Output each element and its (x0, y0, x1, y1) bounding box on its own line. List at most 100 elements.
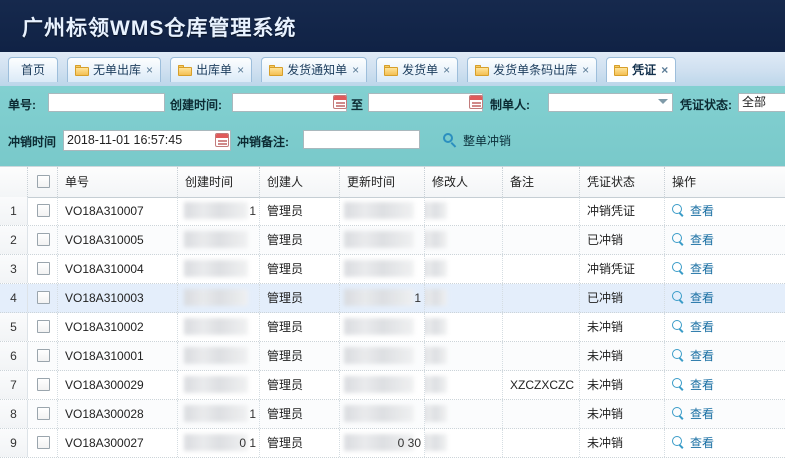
row-checkbox[interactable] (37, 349, 50, 362)
create-time-to-input[interactable] (368, 93, 483, 112)
view-action-link[interactable]: 查看 (672, 313, 714, 341)
cell-check[interactable] (28, 284, 58, 312)
cell-check[interactable] (28, 400, 58, 428)
table-row[interactable]: 4 VO18A310003 管理员 1 已冲销 查看 (0, 284, 785, 313)
close-icon[interactable]: × (582, 63, 590, 77)
view-action-link[interactable]: 查看 (672, 197, 714, 225)
redacted-value (425, 231, 447, 248)
cell-check[interactable] (28, 226, 58, 254)
column-header-create_time[interactable]: 创建时间 (178, 167, 260, 197)
cell-index: 5 (0, 313, 28, 341)
column-header-creator[interactable]: 创建人 (260, 167, 340, 197)
table-row[interactable]: 3 VO18A310004 管理员 冲销凭证 查看 (0, 255, 785, 284)
column-header-modifier[interactable]: 修改人 (425, 167, 503, 197)
writeoff-remark-input[interactable] (303, 130, 420, 149)
view-action-link[interactable]: 查看 (672, 342, 714, 370)
column-header-action[interactable]: 操作 (672, 175, 697, 189)
column-header-remark[interactable]: 备注 (503, 167, 580, 197)
cell-index: 2 (0, 226, 28, 254)
column-header-index[interactable] (0, 167, 28, 197)
row-checkbox[interactable] (37, 262, 50, 275)
cell-check[interactable] (28, 342, 58, 370)
cell-create_time (178, 255, 260, 283)
row-checkbox[interactable] (37, 436, 50, 449)
search-icon[interactable] (443, 133, 457, 148)
cell-check[interactable] (28, 371, 58, 399)
close-icon[interactable]: × (443, 63, 451, 77)
view-action-link[interactable]: 查看 (672, 400, 714, 428)
table-row[interactable]: 5 VO18A310002 管理员 未冲销 查看 (0, 313, 785, 342)
redacted-value (344, 289, 414, 306)
cell-check[interactable] (28, 255, 58, 283)
tab-2[interactable]: 出库单 × (170, 57, 253, 82)
view-action-link[interactable]: 查看 (672, 371, 714, 399)
cell-action[interactable]: 查看 (665, 429, 785, 457)
whole-writeoff-button[interactable]: 整单冲销 (463, 134, 512, 148)
column-header-order_no[interactable]: 单号 (58, 167, 178, 197)
cell-action[interactable]: 查看 (665, 371, 785, 399)
cell-creator: 管理员 (260, 255, 340, 283)
row-checkbox[interactable] (37, 291, 50, 304)
tab-5[interactable]: 发货单条码出库 × (467, 57, 598, 82)
redacted-value (344, 202, 414, 219)
cell-check[interactable] (28, 429, 58, 457)
select-all-checkbox[interactable] (37, 175, 50, 188)
close-icon[interactable]: × (352, 63, 360, 77)
table-row[interactable]: 1 VO18A310007 1 管理员 冲销凭证 查看 (0, 197, 785, 226)
view-action-link[interactable]: 查看 (672, 284, 714, 312)
close-icon[interactable]: × (237, 63, 245, 77)
tab-label: 无单出库 (93, 63, 142, 77)
cell-action[interactable]: 查看 (665, 400, 785, 428)
redacted-value (425, 376, 447, 393)
create-time-from-input[interactable] (232, 93, 347, 112)
writeoff-time-input[interactable]: 2018-11-01 16:57:45 (63, 130, 231, 151)
row-checkbox[interactable] (37, 320, 50, 333)
calendar-icon[interactable] (469, 95, 483, 109)
column-header-update_time[interactable]: 更新时间 (340, 167, 425, 197)
tab-6[interactable]: 凭证 × (606, 57, 677, 82)
close-icon[interactable]: × (146, 63, 154, 77)
row-checkbox[interactable] (37, 407, 50, 420)
row-checkbox[interactable] (37, 378, 50, 391)
cell-modifier (425, 255, 503, 283)
cell-action[interactable]: 查看 (665, 284, 785, 312)
tab-1[interactable]: 无单出库 × (67, 57, 162, 82)
maker-select[interactable] (548, 93, 673, 112)
redacted-value (425, 260, 447, 277)
cell-remark (503, 313, 580, 341)
view-action-link[interactable]: 查看 (672, 226, 714, 254)
app-title: 广州标领WMS仓库管理系统 (22, 17, 297, 40)
view-action-link[interactable]: 查看 (672, 255, 714, 283)
row-checkbox[interactable] (37, 233, 50, 246)
column-header-check[interactable] (28, 167, 58, 197)
cell-action[interactable]: 查看 (665, 342, 785, 370)
cell-check[interactable] (28, 313, 58, 341)
table-row[interactable]: 8 VO18A300028 1 管理员 未冲销 查看 (0, 400, 785, 429)
tab-0[interactable]: 首页 (8, 57, 59, 82)
cell-check[interactable] (28, 197, 58, 225)
table-row[interactable]: 7 VO18A300029 管理员 XZCZXCZC 未冲销 查看 (0, 371, 785, 400)
redacted-value (425, 347, 447, 364)
grid-body: 1 VO18A310007 1 管理员 冲销凭证 查看 2 VO18A310005 管理员 已冲销… (0, 197, 785, 458)
cell-action[interactable]: 查看 (665, 255, 785, 283)
cell-action[interactable]: 查看 (665, 226, 785, 254)
tab-3[interactable]: 发货通知单 × (261, 57, 368, 82)
cell-action[interactable]: 查看 (665, 313, 785, 341)
cell-action[interactable]: 查看 (665, 197, 785, 225)
calendar-icon[interactable] (333, 95, 347, 109)
chevron-down-icon[interactable] (658, 99, 668, 104)
table-row[interactable]: 2 VO18A310005 管理员 已冲销 查看 (0, 226, 785, 255)
close-icon[interactable]: × (661, 63, 669, 77)
column-header-voucher_status[interactable]: 凭证状态 (580, 167, 665, 197)
row-checkbox[interactable] (37, 204, 50, 217)
view-action-link[interactable]: 查看 (672, 429, 714, 457)
voucher-status-select[interactable]: 全部 (738, 93, 785, 112)
order-no-input[interactable] (48, 93, 165, 112)
table-row[interactable]: 6 VO18A310001 管理员 未冲销 查看 (0, 342, 785, 371)
redacted-value (425, 405, 447, 422)
calendar-icon[interactable] (215, 133, 229, 147)
cell-remark: XZCZXCZC (503, 371, 580, 399)
cell-modifier (425, 371, 503, 399)
tab-4[interactable]: 发货单 × (376, 57, 459, 82)
table-row[interactable]: 9 VO18A300027 0 1 管理员 0 30 未冲销 查看 (0, 429, 785, 458)
